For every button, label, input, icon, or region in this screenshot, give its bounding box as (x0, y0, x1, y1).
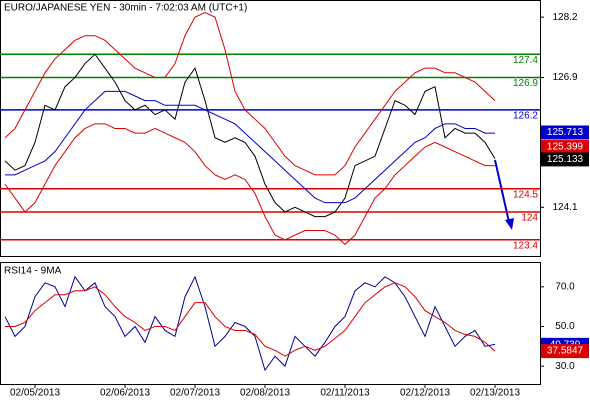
x-tick-label: 02/11/2013 (320, 388, 370, 399)
series-line (4, 53, 496, 218)
x-tick-label: 02/07/2013 (170, 388, 220, 399)
value-box-label: 125.713 (547, 127, 584, 138)
series-line (4, 123, 495, 246)
x-tick-label: 02/08/2013 (240, 388, 290, 399)
y-tick-label: 30.0 (555, 361, 575, 372)
y-tick-label: 128.2 (552, 12, 577, 23)
value-box-label: 125.399 (547, 142, 584, 153)
rsi-panel (0, 262, 541, 385)
value-box-label: 125.133 (547, 154, 584, 165)
y-tick-label: 50.0 (555, 321, 575, 332)
value-box-label: 37.5847 (547, 346, 584, 357)
value-box (541, 125, 589, 140)
chart-title: EURO/JAPANESE YEN - 30min - 7:02:03 AM (… (4, 3, 247, 14)
rsi-title: RSI14 - 9MA (4, 266, 62, 277)
forecast-arrow-head (505, 218, 514, 230)
level-label: 124 (521, 213, 538, 224)
level-label: 123.4 (513, 240, 538, 251)
x-tick-label: 02/13/2013 (470, 388, 520, 399)
value-box (541, 140, 589, 155)
series-line (5, 282, 496, 357)
x-tick-label: 02/12/2013 (400, 388, 450, 399)
level-label: 126.9 (513, 78, 538, 89)
y-tick-label: 126.9 (552, 72, 577, 83)
series-line (5, 90, 495, 204)
level-label: 126.2 (513, 111, 538, 122)
x-tick-label: 02/05/2013 (10, 388, 60, 399)
x-tick-label: 02/06/2013 (100, 388, 150, 399)
y-tick-label: 124.1 (552, 202, 577, 213)
price-panel (0, 0, 541, 257)
y-tick-label: 70.0 (555, 281, 575, 292)
value-box (541, 344, 589, 359)
value-box (541, 152, 589, 167)
level-label: 124.5 (513, 189, 538, 200)
series-line (4, 275, 496, 372)
level-label: 127.4 (513, 55, 538, 66)
series-line (4, 11, 496, 176)
